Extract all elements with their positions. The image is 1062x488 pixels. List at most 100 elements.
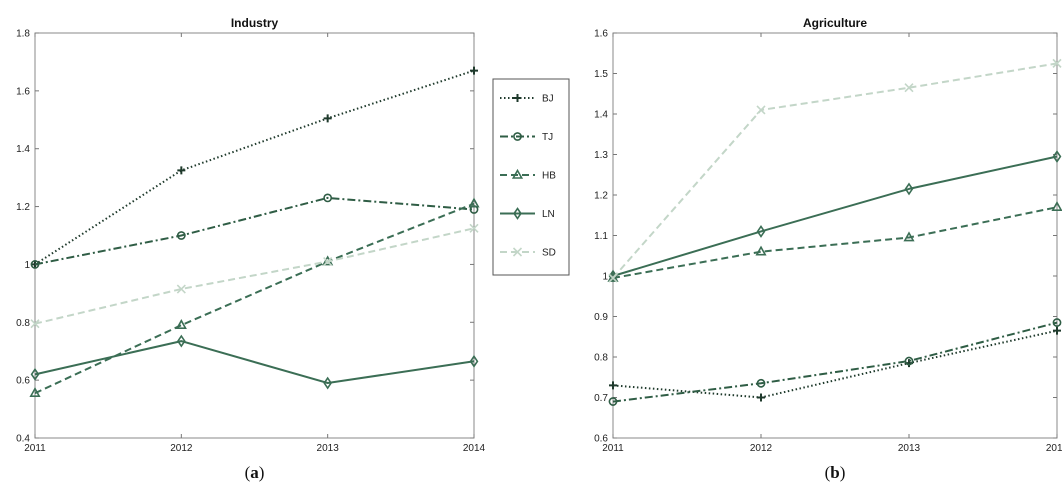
data-point-bj — [609, 381, 617, 390]
data-point-sd — [30, 319, 40, 329]
legend-marker — [511, 168, 524, 179]
y-tick-label: 0.4 — [16, 434, 30, 445]
data-point-sd — [608, 273, 618, 283]
panel-label-a: (a) — [245, 463, 265, 482]
y-tick-label: 0.9 — [594, 312, 608, 323]
legend-label: BJ — [542, 94, 554, 105]
data-point-tj — [176, 231, 186, 240]
data-point-sd — [469, 223, 479, 233]
series-line-hb — [612, 206, 1058, 279]
legend-box — [492, 78, 570, 276]
x-tick-label: 2012 — [750, 443, 773, 454]
x-tick-label: 2011 — [602, 443, 624, 454]
plot-frame — [612, 32, 1058, 439]
data-point-sd — [904, 83, 914, 93]
series-line-ln — [612, 155, 1058, 277]
series-tj — [30, 193, 479, 269]
legend-item-bj: BJ — [500, 94, 554, 105]
legend-item-sd: SD — [500, 247, 556, 259]
data-point-bj — [177, 166, 186, 175]
data-point-hb — [755, 245, 767, 256]
series-layer — [29, 66, 480, 397]
panel-industry: Industry 0.4 0.6 0.8 1 1.2 1.4 1.6 1.8 2011 2012… — [16, 16, 485, 482]
y-tick-label: 0.6 — [16, 376, 30, 387]
data-point-hb — [468, 197, 480, 208]
data-point-ln — [323, 376, 333, 390]
chart-title: Agriculture — [803, 16, 867, 30]
data-point-hb — [29, 387, 41, 397]
data-point-sd — [176, 284, 186, 294]
x-tick-label: 2014 — [463, 443, 486, 454]
y-tick-label: 1.8 — [16, 29, 30, 40]
chart-title: Industry — [231, 16, 279, 30]
series-line-ln — [34, 340, 475, 384]
y-axis: 0.6 0.7 0.8 0.9 1 1.1 1.2 1.3 1.4 1.5 1.6 — [594, 29, 1057, 445]
x-axis: 2011 2012 2013 2014 — [24, 33, 486, 454]
y-tick-label: 1.6 — [16, 86, 30, 97]
data-point-tj — [469, 205, 479, 214]
series-hb — [29, 197, 480, 397]
legend-marker — [513, 132, 522, 141]
series-ln — [608, 150, 1062, 283]
series-bj — [31, 66, 478, 269]
series-line-tj — [34, 196, 475, 266]
data-point-ln — [756, 225, 766, 238]
data-point-sd — [756, 105, 766, 115]
x-tick-label: 2012 — [170, 443, 193, 454]
y-tick-label: 1.6 — [594, 29, 608, 40]
data-point-tj — [30, 260, 40, 269]
data-point-tj — [904, 356, 914, 366]
data-point-tj — [608, 397, 618, 406]
y-tick-label: 1.2 — [16, 202, 30, 213]
series-line-bj — [34, 69, 475, 266]
legend-marker — [512, 247, 523, 257]
data-point-ln — [176, 334, 186, 348]
plot-frame — [34, 32, 475, 439]
data-point-hb — [1051, 201, 1062, 211]
data-point-ln — [469, 354, 479, 368]
series-tj — [608, 318, 1062, 406]
y-tick-label: 1.4 — [594, 110, 608, 121]
y-tick-label: 1.2 — [594, 191, 608, 202]
legend-label: TJ — [542, 132, 553, 143]
series-line-tj — [612, 321, 1058, 403]
legend-label: SD — [542, 248, 556, 259]
series-sd — [608, 58, 1062, 283]
y-tick-label: 1.3 — [594, 150, 608, 161]
y-tick-label: 0.8 — [594, 353, 608, 364]
x-tick-label: 2011 — [24, 443, 46, 454]
data-point-hb — [175, 319, 187, 329]
series-ln — [30, 334, 479, 390]
data-point-bj — [470, 66, 478, 75]
y-tick-label: 0.8 — [16, 318, 30, 329]
x-tick-label: 2013 — [317, 443, 340, 454]
legend: BJ TJ HB LN SD — [492, 78, 570, 276]
data-point-bj — [323, 114, 332, 123]
y-tick-label: 1 — [24, 260, 30, 271]
y-tick-label: 0.7 — [594, 393, 608, 404]
data-point-tj — [1052, 318, 1062, 327]
data-point-sd — [323, 256, 333, 267]
legend-marker — [513, 94, 522, 102]
panel-agriculture: Agriculture 0.6 0.7 0.8 0.9 1 1.1 1.2 1.3 1.4 1.5… — [594, 16, 1062, 482]
data-point-ln — [30, 367, 40, 381]
legend-label: HB — [542, 171, 556, 182]
y-tick-label: 1.4 — [16, 144, 30, 155]
legend-marker — [513, 207, 522, 220]
y-tick-label: 1 — [602, 272, 608, 283]
y-tick-label: 0.6 — [594, 434, 608, 445]
series-line-sd — [612, 62, 1058, 279]
legend-item-hb: HB — [500, 168, 556, 182]
data-point-tj — [756, 378, 766, 388]
data-point-tj — [323, 193, 333, 203]
series-line-hb — [34, 202, 475, 395]
data-point-ln — [904, 182, 914, 196]
series-line-bj — [612, 329, 1058, 399]
series-bj — [609, 326, 1061, 402]
y-axis: 0.4 0.6 0.8 1 1.2 1.4 1.6 1.8 — [16, 29, 474, 445]
series-sd — [30, 223, 479, 329]
data-point-sd — [1052, 58, 1062, 68]
x-axis: 2011 2012 2013 2014 — [602, 33, 1062, 454]
y-tick-label: 1.5 — [594, 69, 608, 80]
